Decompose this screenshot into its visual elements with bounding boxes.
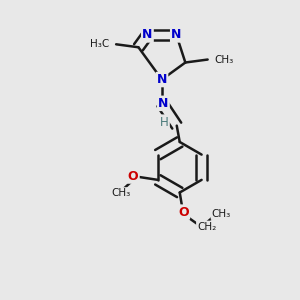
Text: CH₃: CH₃ xyxy=(112,188,131,198)
Text: CH₃: CH₃ xyxy=(214,55,233,64)
Text: CH₂: CH₂ xyxy=(197,222,216,232)
Text: N: N xyxy=(158,97,169,110)
Text: CH₃: CH₃ xyxy=(212,209,231,219)
Text: N: N xyxy=(171,28,182,41)
Text: H₃C: H₃C xyxy=(90,39,110,49)
Text: O: O xyxy=(128,169,139,182)
Text: N: N xyxy=(142,28,153,41)
Text: N: N xyxy=(157,73,167,86)
Text: H: H xyxy=(160,116,169,129)
Text: O: O xyxy=(178,206,189,219)
